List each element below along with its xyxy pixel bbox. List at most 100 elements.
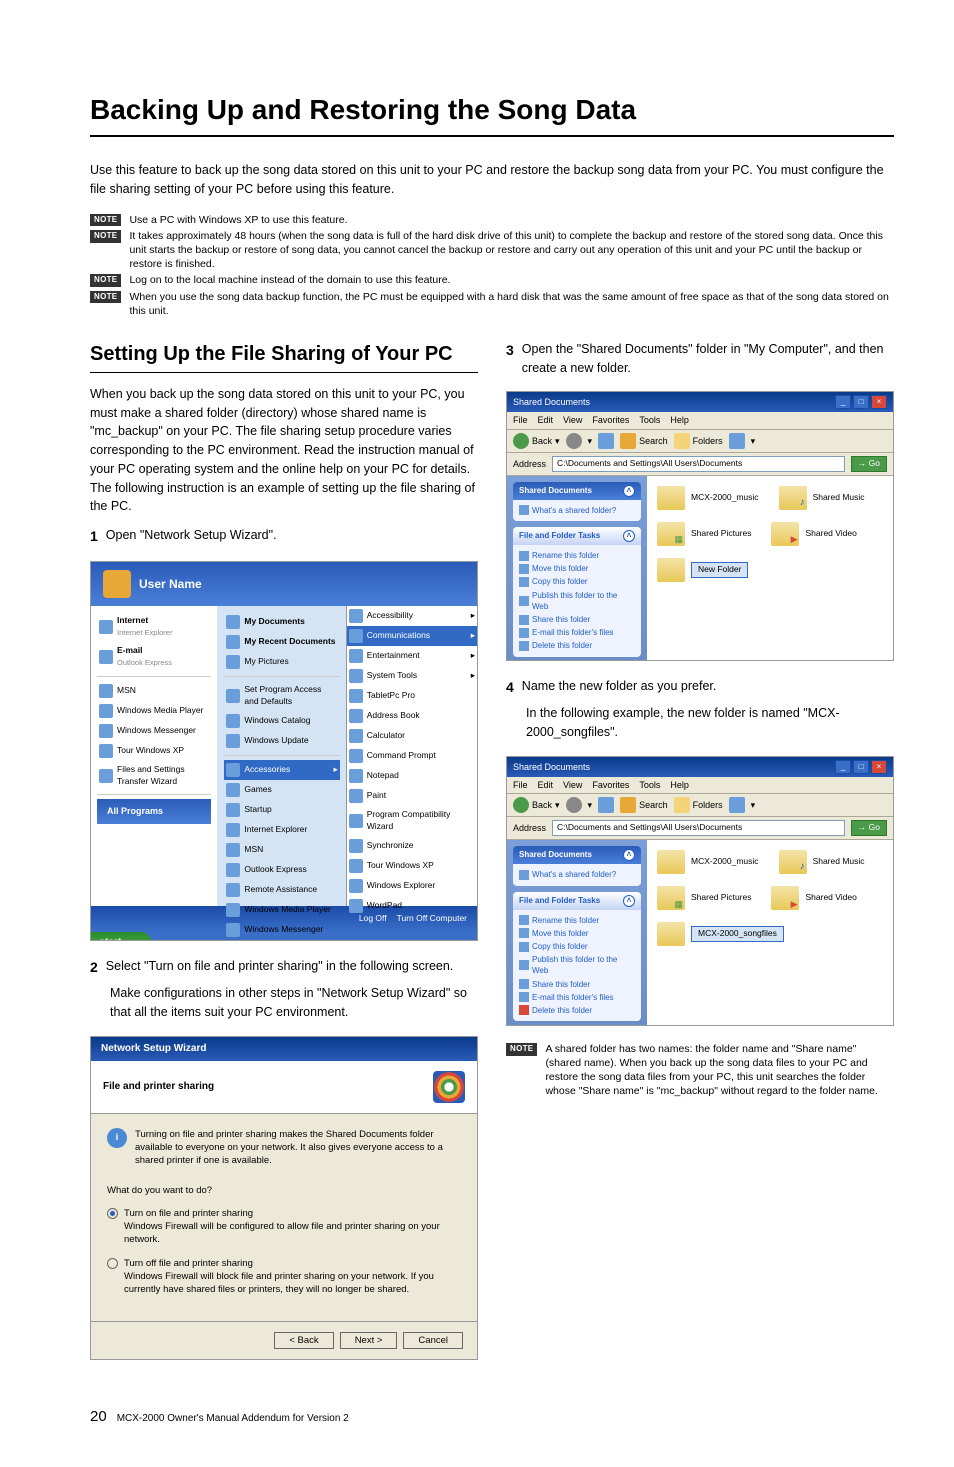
right-note: NOTE A shared folder has two names: the … [506,1042,894,1099]
logoff-button[interactable]: Log Off [359,913,387,925]
step-1: 1 Open "Network Setup Wizard". [90,526,478,547]
folder-item-selected[interactable]: New Folder [657,558,748,582]
window-title: Shared Documents [513,761,590,774]
mail-icon [226,863,240,877]
start-menu-screenshot: User Name InternetInternet Explorer E-ma… [90,561,478,941]
task-icon [519,615,529,625]
wizard-header: File and printer sharing [103,1080,214,1094]
views-icon[interactable] [729,433,745,449]
up-icon[interactable] [598,433,614,449]
app-icon [349,689,363,703]
forward-icon[interactable] [566,797,582,813]
messenger-icon [99,724,113,738]
cancel-button[interactable]: Cancel [403,1332,463,1349]
explorer-content: MCX-2000_music Shared Music Shared Pictu… [647,476,893,661]
task-icon [519,928,529,938]
search-icon[interactable] [620,797,636,813]
folder-item[interactable]: Shared Pictures [657,522,751,546]
start-menu-programs: My Documents My Recent Documents My Pict… [218,606,345,906]
note-text: Log on to the local machine instead of t… [129,273,894,287]
address-label: Address [513,458,546,471]
folder-item[interactable]: Shared Music [779,486,865,510]
radio-on[interactable] [107,1208,118,1219]
collapse-icon[interactable]: ˄ [623,895,635,907]
wizard-screenshot: Network Setup Wizard File and printer sh… [90,1036,478,1360]
forward-icon[interactable] [566,433,582,449]
video-folder-icon [771,886,799,910]
help-icon [519,505,529,515]
minimize-icon[interactable]: _ [835,395,851,409]
close-icon[interactable]: × [871,760,887,774]
app-icon [349,814,363,828]
minimize-icon[interactable]: _ [835,760,851,774]
views-icon[interactable] [729,797,745,813]
folder-icon [349,629,363,643]
go-button[interactable]: → Go [851,456,887,472]
app-icon [349,729,363,743]
back-button[interactable]: < Back [274,1332,333,1349]
note-text: A shared folder has two names: the folde… [545,1042,894,1099]
note-text: Use a PC with Windows XP to use this fea… [129,213,894,227]
explorer-content: MCX-2000_music Shared Music Shared Pictu… [647,840,893,1025]
app-icon [349,899,363,913]
notes-block: NOTE Use a PC with Windows XP to use thi… [90,213,894,318]
menu-bar[interactable]: FileEditViewFavoritesToolsHelp [507,412,893,430]
msn-icon [99,684,113,698]
task-icon [519,551,529,561]
app-icon [349,879,363,893]
toolbar[interactable]: Back ▾ ▾ Search Folders ▾ [507,794,893,817]
mail-icon [99,650,113,664]
wizard-title: Network Setup Wizard [91,1037,477,1061]
folder-item[interactable]: Shared Video [771,522,856,546]
step-2: 2 Select "Turn on file and printer shari… [90,957,478,1022]
folder-item[interactable]: Shared Pictures [657,886,751,910]
step-number: 1 [90,526,98,547]
folder-item[interactable]: MCX-2000_music [657,486,759,510]
back-icon[interactable] [513,433,529,449]
delete-icon [519,1005,529,1015]
address-input[interactable]: C:\Documents and Settings\All Users\Docu… [552,820,845,836]
maximize-icon[interactable]: □ [853,395,869,409]
step-subtext: Make configurations in other steps in "N… [110,984,478,1022]
folder-item[interactable]: Shared Video [771,886,856,910]
radio-off[interactable] [107,1258,118,1269]
folder-icon [657,486,685,510]
folder-icon [226,615,240,629]
music-folder-icon [779,486,807,510]
explorer-screenshot-1: Shared Documents _ □ × FileEditViewFavor… [506,391,894,661]
app-icon [349,789,363,803]
start-menu-left: InternetInternet Explorer E-mailOutlook … [91,606,218,906]
back-icon[interactable] [513,797,529,813]
transfer-icon [99,769,113,783]
turnoff-button[interactable]: Turn Off Computer [397,913,467,925]
task-icon [519,628,529,638]
folder-icon [226,655,240,669]
ie-icon [226,823,240,837]
music-folder-icon [779,850,807,874]
menu-bar[interactable]: FileEditViewFavoritesToolsHelp [507,777,893,795]
messenger-icon [226,923,240,937]
collapse-icon[interactable]: ˄ [623,485,635,497]
left-column: Setting Up the File Sharing of Your PC W… [90,340,478,1376]
user-avatar-icon [103,570,131,598]
app-icon [349,859,363,873]
maximize-icon[interactable]: □ [853,760,869,774]
collapse-icon[interactable]: ˄ [623,530,635,542]
all-programs[interactable]: All Programs [97,799,211,824]
go-button[interactable]: → Go [851,820,887,836]
folders-icon[interactable] [674,433,690,449]
toolbar[interactable]: Back ▾ ▾ Search Folders ▾ [507,430,893,453]
search-icon[interactable] [620,433,636,449]
folders-icon[interactable] [674,797,690,813]
folder-item[interactable]: Shared Music [779,850,865,874]
tour-icon [99,744,113,758]
close-icon[interactable]: × [871,395,887,409]
folder-item[interactable]: MCX-2000_music [657,850,759,874]
address-input[interactable]: C:\Documents and Settings\All Users\Docu… [552,456,845,472]
up-icon[interactable] [598,797,614,813]
folder-item-selected[interactable]: MCX-2000_songfiles [657,922,784,946]
collapse-icon[interactable]: ˄ [623,849,635,861]
step-number: 4 [506,677,514,698]
start-button[interactable]: start [91,932,151,941]
next-button[interactable]: Next > [340,1332,398,1349]
